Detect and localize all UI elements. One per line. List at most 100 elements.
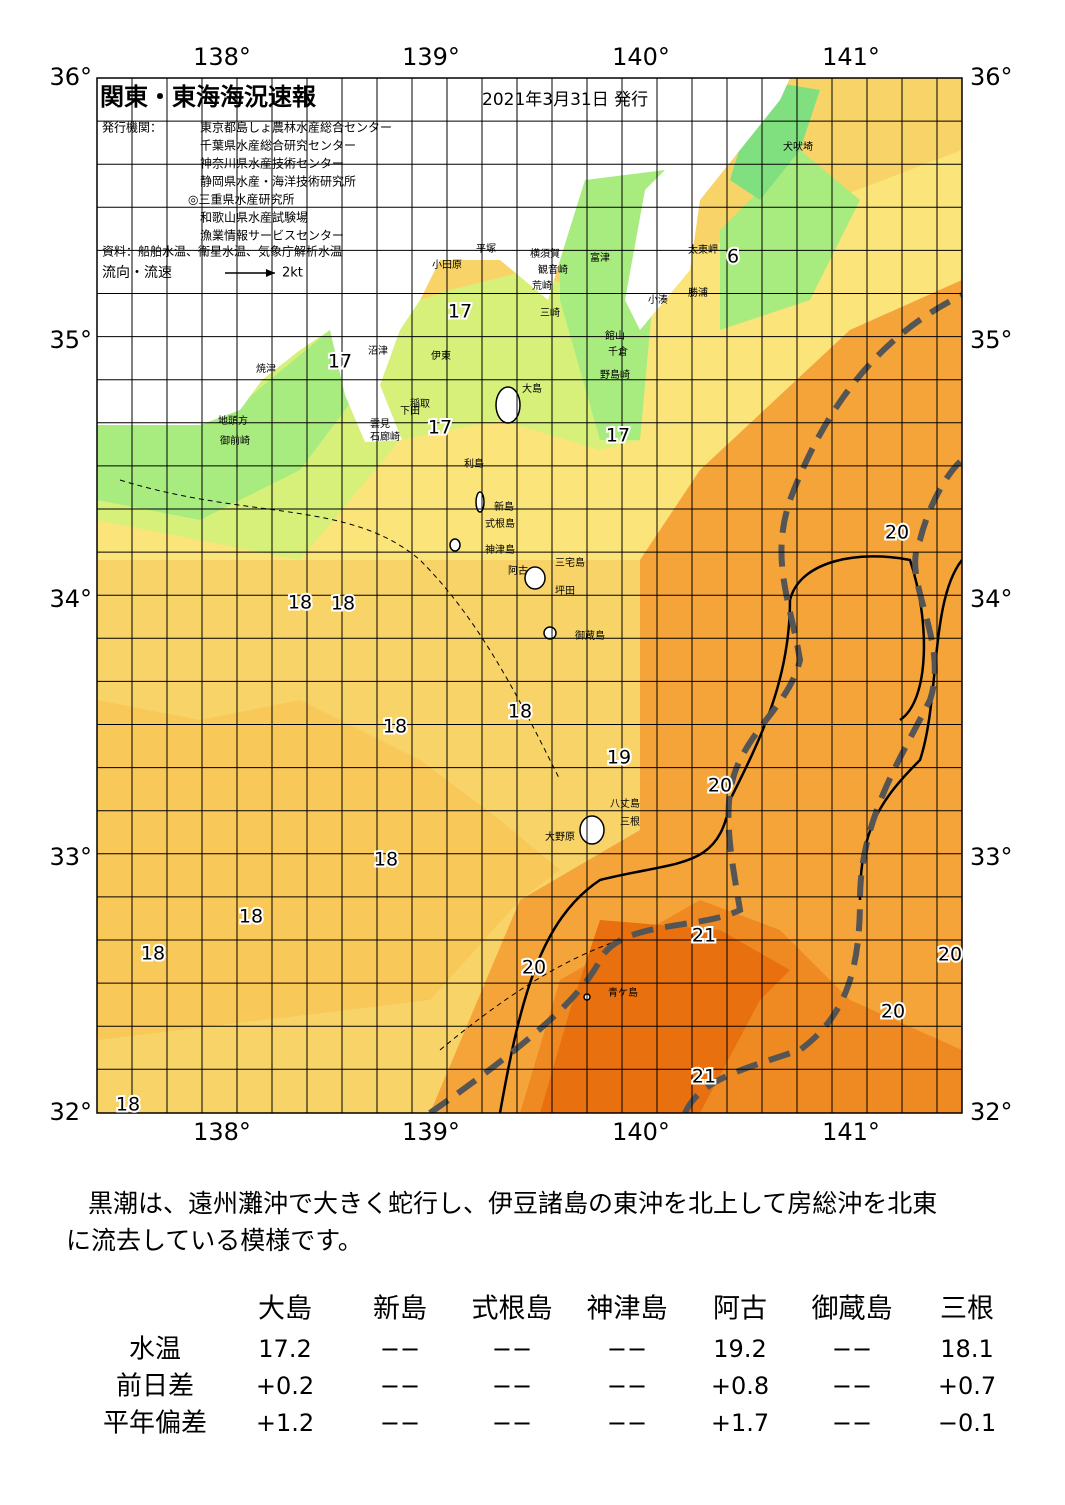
place-name: 三根 (620, 815, 640, 828)
place-name: 式根島 (485, 517, 515, 530)
comment: 黒潮は、遠州灘沖で大きく蛇行し、伊豆諸島の東沖を北上して房総沖を北東 (88, 1189, 937, 1218)
longitude-label: 140° (612, 43, 670, 71)
temperature-label: 18 (331, 593, 355, 615)
table-cell: −− (832, 1372, 872, 1400)
longitude-label: 139° (402, 43, 460, 71)
place-name: 小湊 (648, 293, 668, 306)
row-label: 水温 (129, 1335, 181, 1365)
table-header: 大島 (258, 1294, 312, 1325)
map-title: 関東・東海海況速報 (100, 83, 317, 111)
place-name: 三崎 (540, 306, 560, 319)
place-name: 青ケ島 (608, 986, 638, 999)
data-source: 資料：船舶水温、衛星水温、気象庁解析水温 (102, 244, 342, 259)
table-cell: +0.7 (938, 1372, 996, 1400)
place-name: 利島 (464, 457, 484, 470)
place-name: 地頭方 (218, 414, 248, 427)
publisher-label: 発行機関： (102, 120, 162, 135)
longitude-label: 138° (193, 43, 251, 71)
table-cell: −− (492, 1335, 532, 1363)
latitude-label: 32° (49, 1098, 92, 1126)
temperature-label: 18 (508, 701, 532, 723)
temperature-label: 21 (692, 1066, 716, 1088)
table-header: 三根 (940, 1294, 994, 1325)
place-name: 太東岬 (688, 243, 718, 256)
place-name: 勝浦 (688, 286, 708, 299)
place-name: 八丈島 (610, 797, 640, 810)
table-cell: −− (607, 1409, 647, 1437)
temperature-label: 21 (692, 925, 716, 947)
table-cell: −− (380, 1335, 420, 1363)
table-cell: −− (832, 1335, 872, 1363)
table-cell: 17.2 (258, 1335, 311, 1363)
table-cell: −− (492, 1372, 532, 1400)
temperature-label: 17 (428, 417, 452, 439)
latitude-label: 35° (49, 326, 92, 354)
temperature-label: 6 (727, 246, 739, 268)
temperature-label: 20 (522, 957, 546, 979)
table-header: 阿古 (713, 1294, 767, 1325)
place-name: 坪田 (555, 584, 575, 597)
table-header: 新島 (373, 1294, 427, 1325)
temperature-label: 17 (448, 301, 472, 323)
temperature-label: 18 (288, 592, 312, 614)
temperature-label: 18 (116, 1094, 140, 1116)
longitude-label: 138° (193, 1118, 251, 1146)
publisher: 静岡県水産・海洋技術研究所 (200, 174, 356, 189)
latitude-label: 36° (49, 63, 92, 91)
place-name: 伊東 (431, 349, 451, 362)
place-name: 阿古 (508, 564, 528, 577)
latitude-label: 34° (970, 585, 1013, 613)
place-name: 焼津 (256, 363, 276, 375)
temperature-label: 17 (328, 351, 352, 373)
table-cell: −− (380, 1409, 420, 1437)
publisher: ◎三重県水産研究所 (188, 192, 294, 207)
place-name: 千倉 (608, 345, 628, 358)
table-cell: +0.8 (711, 1372, 769, 1400)
temperature-label: 19 (607, 747, 631, 769)
longitude-label: 141° (822, 1118, 880, 1146)
table-cell: +1.2 (256, 1409, 314, 1437)
temperature-label: 20 (885, 522, 909, 544)
place-name: 御蔵島 (575, 629, 605, 642)
temperature-label: 18 (383, 716, 407, 738)
table-cell: 19.2 (713, 1335, 766, 1363)
place-name: 雲見 (370, 418, 390, 430)
table-cell: +0.2 (256, 1372, 314, 1400)
place-name: 野島崎 (600, 368, 630, 381)
table-cell: −− (380, 1372, 420, 1400)
row-label: 平年偏差 (103, 1409, 207, 1439)
temperature-label: 17 (606, 425, 630, 447)
publisher: 千葉県水産総合研究センター (200, 138, 356, 153)
place-name: 平塚 (476, 243, 496, 255)
publisher: 和歌山県水産試験場 (200, 210, 308, 225)
place-name: 館山 (605, 329, 625, 342)
legend-speed: 2kt (282, 266, 303, 281)
table-cell: +1.7 (711, 1409, 769, 1437)
latitude-label: 34° (49, 585, 92, 613)
comment: に流去している模様です。 (66, 1226, 363, 1255)
table-header: 御蔵島 (812, 1294, 893, 1325)
place-name: 下田 (400, 406, 420, 417)
table-header: 神津島 (587, 1294, 668, 1325)
map-frame (96, 77, 963, 1114)
place-name: 大野原 (545, 830, 575, 843)
place-name: 横須賀 (530, 247, 560, 260)
issue-date: 2021年3月31日 発行 (482, 90, 648, 110)
table-cell: −− (832, 1409, 872, 1437)
place-name: 荒崎 (532, 279, 552, 292)
temperature-label: 18 (141, 943, 165, 965)
longitude-label: 141° (822, 43, 880, 71)
table-cell: −− (492, 1409, 532, 1437)
table-cell: −− (607, 1372, 647, 1400)
place-name: 沼津 (368, 344, 388, 357)
publisher: 神奈川県水産技術センター (200, 156, 344, 171)
temperature-label: 18 (239, 906, 263, 928)
place-name: 神津島 (485, 543, 515, 556)
temperature-label: 18 (374, 849, 398, 871)
temperature-label: 20 (938, 944, 962, 966)
place-name: 大島 (522, 382, 542, 395)
legend-label: 流向・流速 (102, 265, 172, 281)
table-cell: −0.1 (938, 1409, 996, 1437)
latitude-label: 33° (49, 843, 92, 871)
